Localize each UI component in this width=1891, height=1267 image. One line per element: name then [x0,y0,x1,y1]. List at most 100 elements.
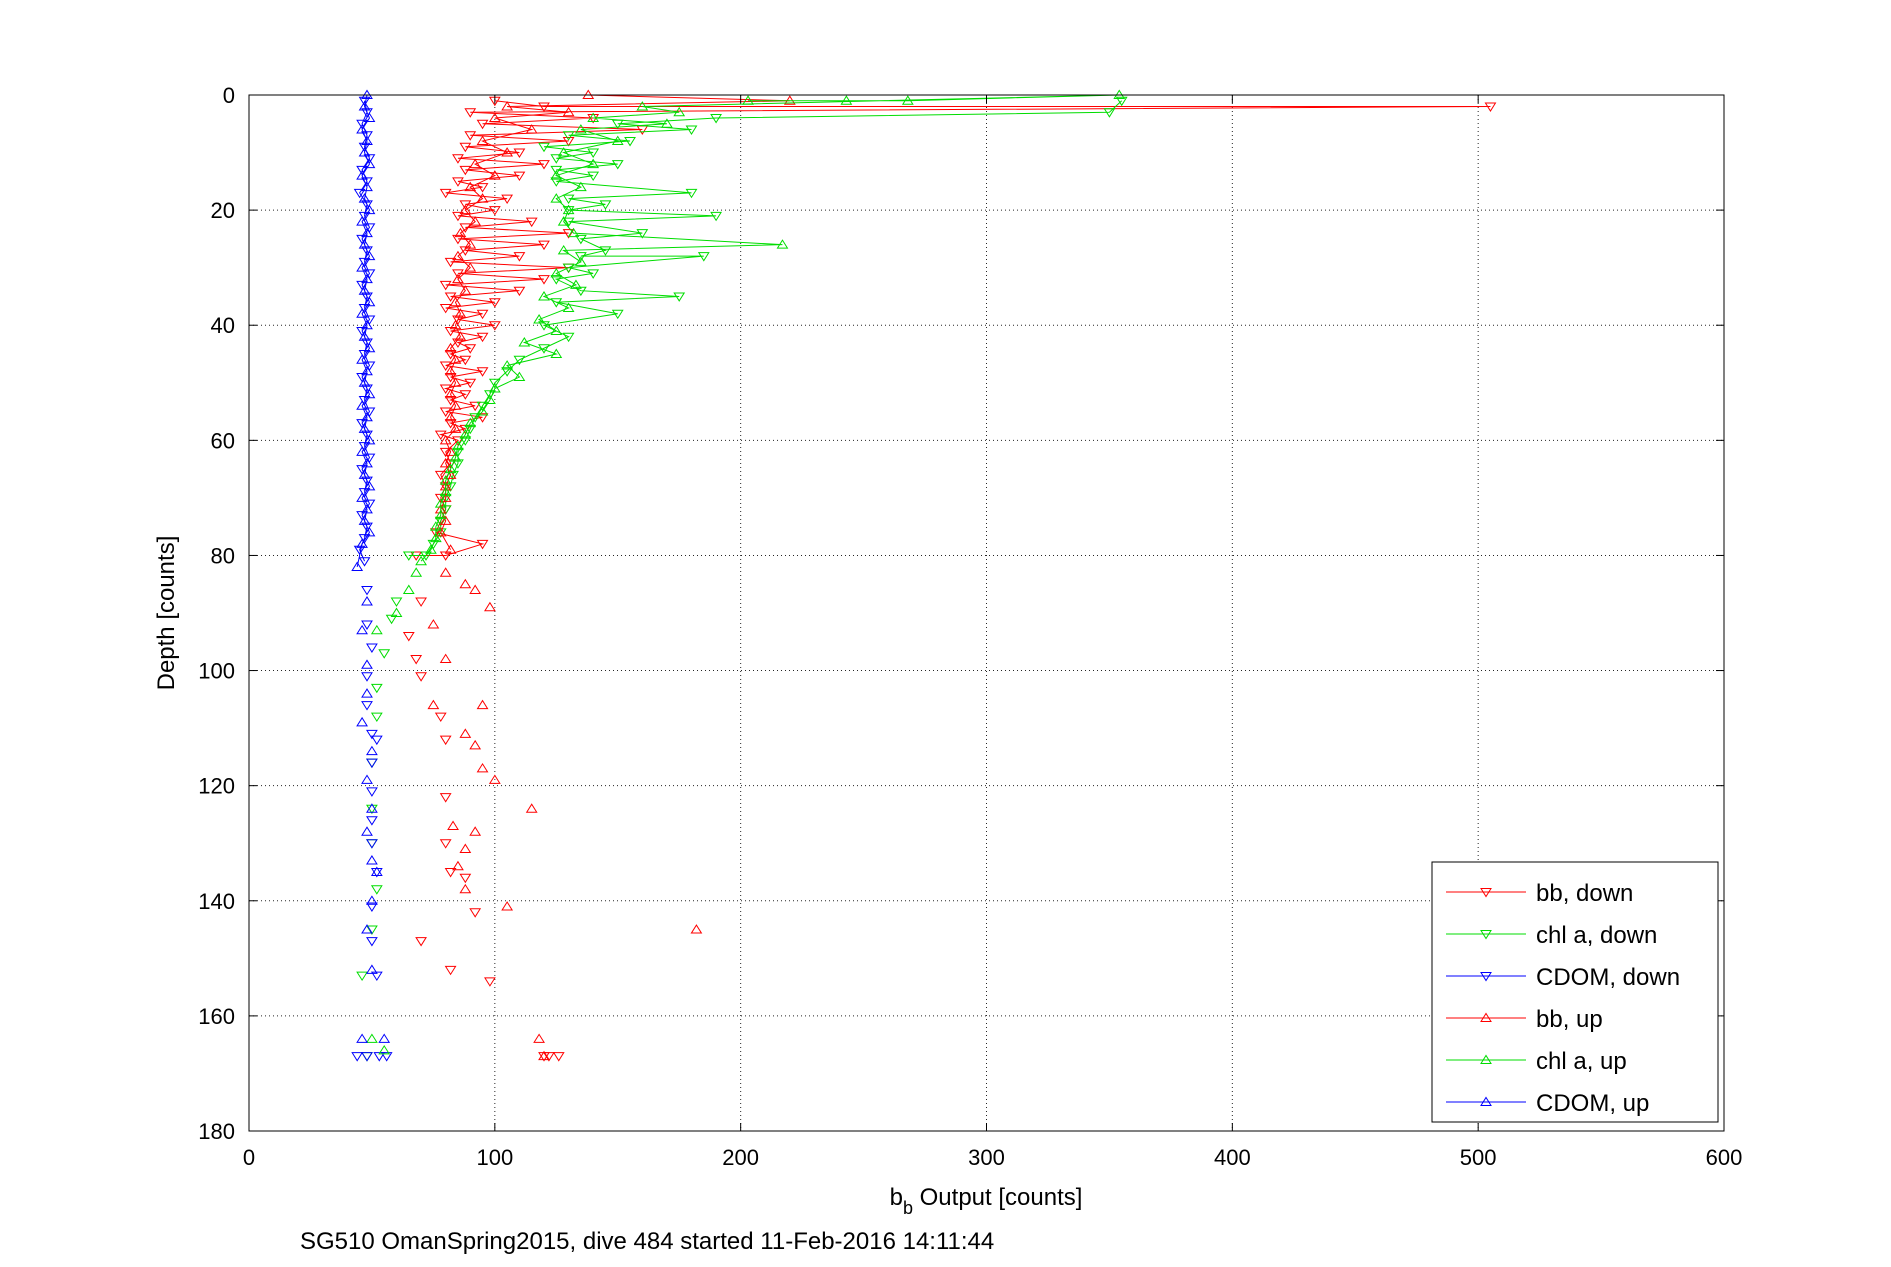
data-point [673,292,686,302]
data-point [444,544,457,554]
data-point [366,758,378,769]
data-point [464,417,477,428]
data-point [550,154,563,164]
data-point [742,95,754,105]
data-point [464,131,477,141]
data-point [439,486,452,497]
data-point [452,860,464,871]
data-point [358,142,371,153]
data-point [452,177,464,187]
y-tick-label: 140 [198,889,235,914]
legend-swatch-marker [1480,888,1492,898]
data-point [415,555,427,566]
data-point [673,106,686,117]
data-point [358,193,371,203]
y-tick-label: 20 [211,198,235,223]
x-axis-label-rest: Output [counts] [913,1184,1082,1211]
data-point [358,101,371,111]
data-point [351,561,364,571]
data-point [358,557,371,567]
data-point [427,699,440,710]
y-tick-label: 180 [198,1119,235,1144]
data-point [454,308,467,318]
data-point [452,269,464,279]
legend-swatch-marker [1480,972,1492,982]
data-point [361,365,373,376]
data-point [484,977,496,987]
data-point [484,394,496,405]
data-point [361,457,373,468]
data-point [501,147,514,157]
legend-label: bb, up [1536,1006,1603,1033]
data-point [550,170,563,180]
y-tick-label: 120 [198,774,235,799]
data-point [501,360,514,370]
data-point [439,361,452,371]
data-point [488,170,501,180]
series-1 [356,96,1128,1062]
data-point [611,160,624,170]
data-point [361,701,373,711]
data-point [452,250,464,261]
data-point [574,286,587,297]
data-point [550,275,563,285]
data-point [449,452,462,462]
data-point [543,1052,555,1062]
data-point [444,868,457,878]
data-point [361,1052,373,1062]
data-point [361,503,373,514]
data-point [363,388,376,399]
x-tick-label: 400 [1214,1145,1251,1170]
data-point [449,377,462,387]
data-point [444,326,457,337]
data-point [525,803,538,813]
data-point [685,125,698,135]
data-point [452,234,464,245]
data-point [562,194,575,205]
data-point [562,263,575,274]
data-point [361,774,373,784]
data-point [378,1044,391,1055]
data-point [550,177,563,187]
data-point [356,124,368,134]
data-point [574,256,587,266]
data-point [464,239,477,249]
data-point [356,262,368,272]
data-point [361,273,373,284]
data-point [366,729,378,740]
data-point [366,816,378,826]
data-point [361,227,373,238]
data-point [366,895,378,905]
data-point [587,269,600,279]
data-point [353,545,366,556]
data-point [358,515,371,525]
data-point [476,413,489,423]
data-point [361,826,373,836]
data-point [454,331,467,341]
data-point [434,712,447,723]
data-point [370,868,383,878]
data-point [366,643,378,653]
data-point [366,902,378,912]
data-point [501,194,514,205]
data-point [366,804,378,815]
data-point [599,246,612,256]
data-point [459,429,472,439]
data-point [444,446,457,456]
data-point [390,607,403,617]
data-point [356,971,368,982]
data-point [370,735,383,746]
data-point [550,325,563,335]
x-tick-label: 100 [476,1145,513,1170]
data-point [550,165,563,176]
data-point [538,160,550,170]
data-point [611,309,624,320]
data-point [488,774,501,784]
series-line [440,94,790,550]
data-point [1115,96,1128,107]
data-point [469,158,482,169]
data-point [587,148,600,158]
data-point [533,314,545,324]
